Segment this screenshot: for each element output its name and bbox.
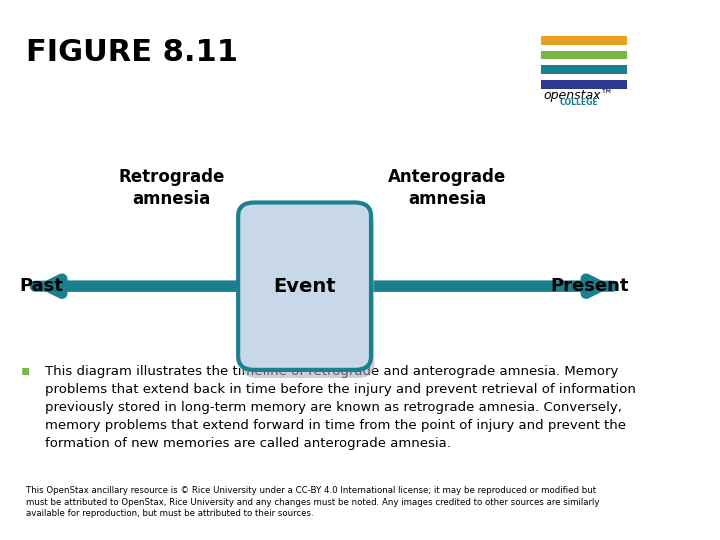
Text: Anterograde
amnesia: Anterograde amnesia xyxy=(388,168,506,208)
FancyBboxPatch shape xyxy=(238,202,371,370)
FancyBboxPatch shape xyxy=(541,80,627,89)
Text: FIGURE 8.11: FIGURE 8.11 xyxy=(26,38,238,67)
FancyBboxPatch shape xyxy=(541,51,627,59)
Text: Present: Present xyxy=(550,277,629,295)
FancyBboxPatch shape xyxy=(541,36,627,45)
FancyBboxPatch shape xyxy=(541,65,627,74)
Text: COLLEGE: COLLEGE xyxy=(560,98,599,107)
Text: This OpenStax ancillary resource is © Rice University under a CC-BY 4.0 Internat: This OpenStax ancillary resource is © Ri… xyxy=(26,486,600,518)
Text: Past: Past xyxy=(19,277,63,295)
Text: openstax™: openstax™ xyxy=(543,89,613,102)
FancyBboxPatch shape xyxy=(241,211,374,378)
Text: ▪: ▪ xyxy=(21,363,30,377)
Text: This diagram illustrates the timeline of retrograde and anterograde amnesia. Mem: This diagram illustrates the timeline of… xyxy=(45,364,636,449)
Text: Event: Event xyxy=(274,276,336,296)
Text: Retrograde
amnesia: Retrograde amnesia xyxy=(119,168,225,208)
